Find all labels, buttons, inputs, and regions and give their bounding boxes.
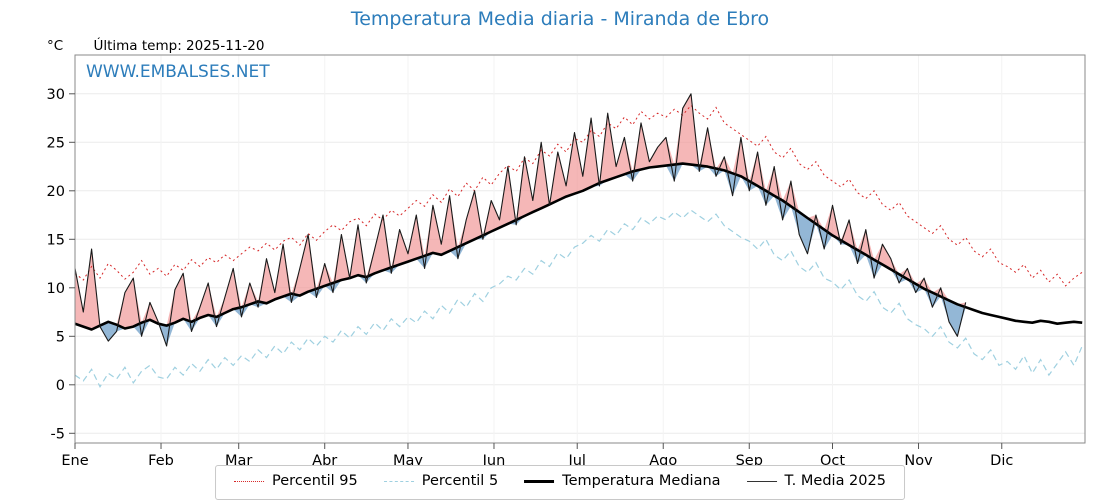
legend: Percentil 95 Percentil 5 Temperatura Med… [215, 465, 905, 500]
svg-text:Feb: Feb [148, 453, 174, 469]
legend-item-t-media-2025: T. Media 2025 [746, 473, 886, 489]
watermark-text: WWW.EMBALSES.NET [86, 62, 270, 82]
fill-below-median [75, 163, 966, 346]
legend-label: T. Media 2025 [784, 473, 886, 489]
svg-text:30: 30 [47, 87, 65, 103]
legend-item-percentil-95: Percentil 95 [234, 473, 358, 489]
legend-item-mediana: Temperatura Mediana [524, 473, 721, 489]
svg-text:25: 25 [47, 135, 65, 151]
t-media-2025-line-sample-icon [746, 480, 777, 482]
y-axis-unit-label: °C [47, 38, 64, 54]
svg-text:10: 10 [47, 281, 65, 297]
svg-text:-5: -5 [51, 426, 65, 442]
percentil-95-line [75, 104, 1083, 287]
percentil-5-line-sample-icon [383, 480, 414, 482]
svg-text:Ene: Ene [61, 453, 88, 469]
t-media-2025-line [75, 93, 967, 347]
svg-text:20: 20 [47, 184, 65, 200]
percentil-95-line-sample-icon [234, 480, 265, 482]
gridlines [74, 55, 1085, 443]
mediana-line [75, 162, 1083, 331]
svg-text:5: 5 [56, 329, 65, 345]
svg-text:Nov: Nov [904, 453, 933, 469]
chart-title: Temperatura Media diaria - Miranda de Eb… [350, 8, 770, 30]
svg-text:Dic: Dic [990, 453, 1013, 469]
svg-text:0: 0 [56, 378, 65, 394]
y-axis: -5 0 5 10 15 20 25 30 [47, 87, 75, 442]
chart-subheader: °C Última temp: 2025-11-20 [47, 38, 265, 54]
mediana-line-sample-icon [524, 479, 555, 483]
legend-label: Percentil 95 [272, 473, 358, 489]
series-lines [75, 93, 1083, 388]
legend-label: Temperatura Mediana [562, 473, 721, 489]
svg-text:15: 15 [47, 232, 65, 248]
last-temp-label: Última temp: 2025-11-20 [93, 38, 265, 54]
plot-border [74, 54, 1086, 444]
legend-item-percentil-5: Percentil 5 [383, 473, 499, 489]
legend-label: Percentil 5 [421, 473, 499, 489]
